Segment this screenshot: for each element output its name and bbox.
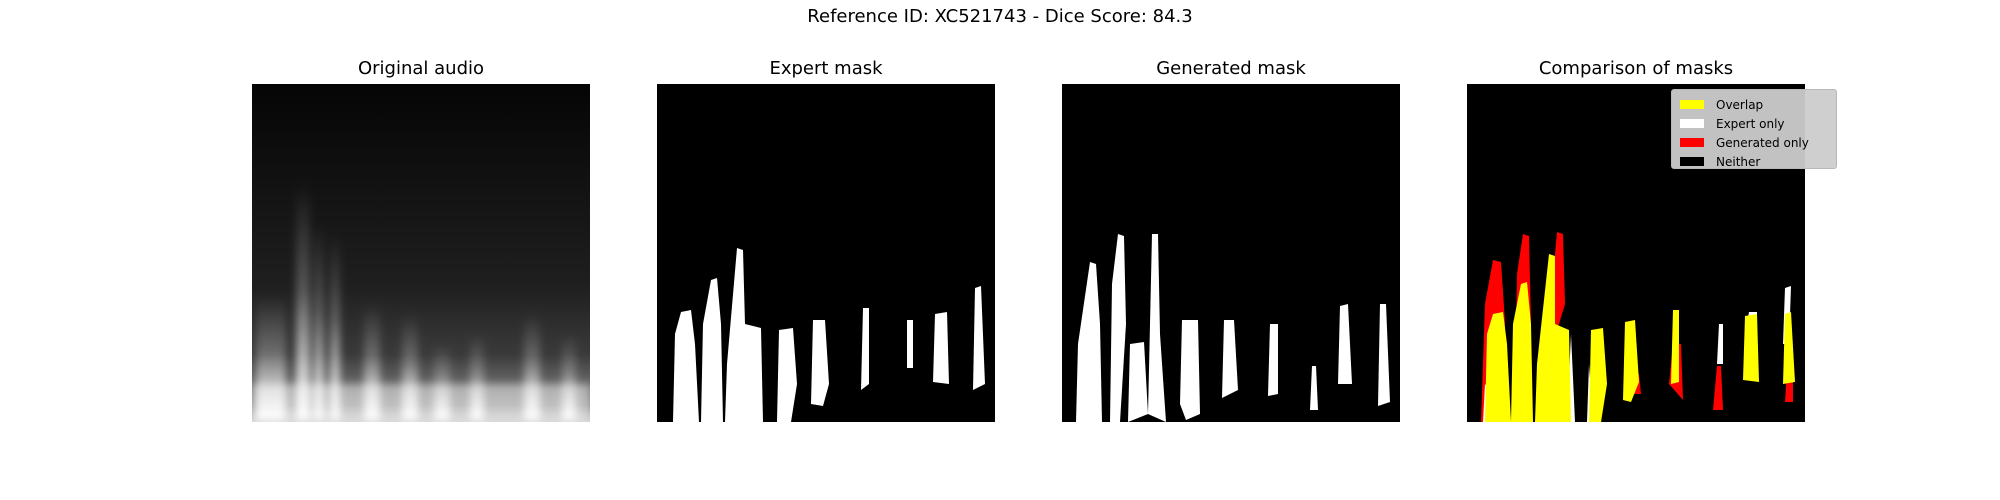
legend-label: Expert only xyxy=(1716,116,1785,131)
expert-only-swatch xyxy=(1680,119,1704,128)
legend-label: Overlap xyxy=(1716,97,1764,112)
figure-title: Reference ID: XC521743 - Dice Score: 84.… xyxy=(807,6,1193,27)
overlap-swatch xyxy=(1680,100,1704,109)
legend-item-generated-only: Generated only xyxy=(1680,133,1836,152)
generated-mask-panel xyxy=(1062,84,1400,422)
legend-item-overlap: Overlap xyxy=(1680,95,1836,114)
neither-swatch xyxy=(1680,157,1704,166)
generated-only-swatch xyxy=(1680,138,1704,147)
legend-item-expert-only: Expert only xyxy=(1680,114,1836,133)
panel-title-comparison-of-masks: Comparison of masks xyxy=(1538,58,1734,79)
panel-title-original-audio: Original audio xyxy=(357,58,485,79)
legend-item-neither: Neither xyxy=(1680,152,1836,171)
legend-label: Neither xyxy=(1716,154,1761,169)
expert-mask-panel xyxy=(657,84,995,422)
original-audio-spectrogram xyxy=(252,84,590,422)
panel-title-expert-mask: Expert mask xyxy=(769,58,883,79)
comparison-legend: Overlap Expert only Generated only Neith… xyxy=(1671,89,1837,169)
legend-label: Generated only xyxy=(1716,135,1809,150)
panel-title-generated-mask: Generated mask xyxy=(1156,58,1306,79)
